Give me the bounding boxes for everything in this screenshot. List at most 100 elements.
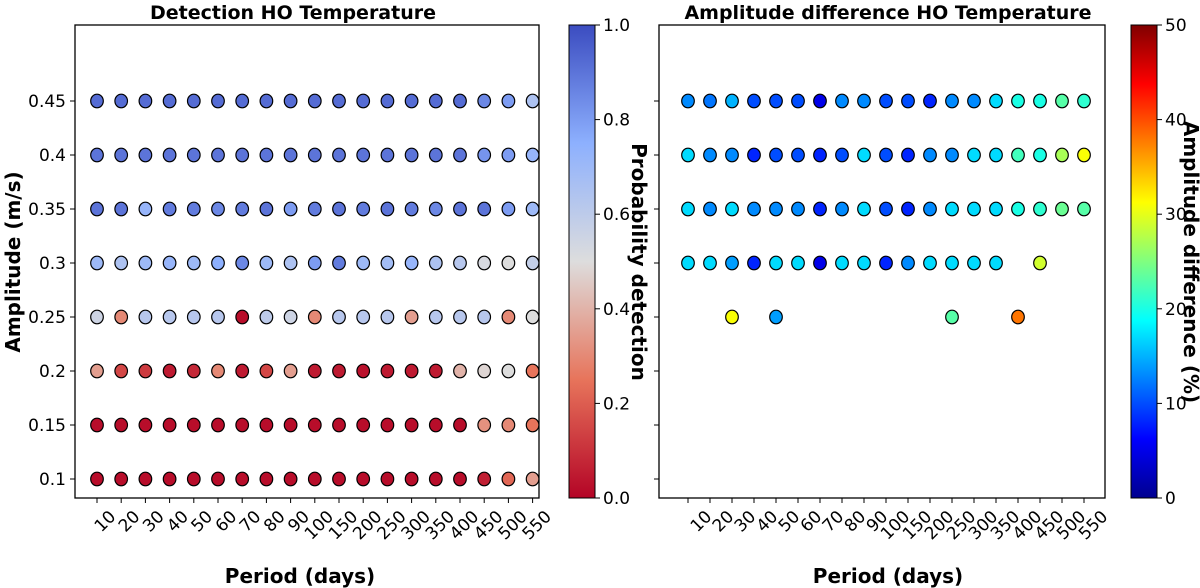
data-point	[989, 255, 1003, 271]
data-point	[356, 363, 371, 379]
data-point	[501, 309, 516, 325]
data-point	[725, 255, 739, 271]
data-point	[1077, 201, 1091, 217]
data-point	[945, 93, 959, 109]
data-point	[923, 201, 937, 217]
data-point	[235, 93, 250, 109]
data-point	[725, 93, 739, 109]
colorbar-tick-label: 0.4	[603, 300, 630, 320]
data-point	[945, 255, 959, 271]
data-point	[1077, 93, 1091, 109]
colorbar-tick-label: 0	[1165, 489, 1176, 509]
data-point	[525, 417, 540, 433]
data-point	[901, 93, 915, 109]
data-point	[283, 147, 298, 163]
data-point	[404, 255, 419, 271]
data-point	[747, 93, 761, 109]
data-point	[307, 147, 322, 163]
data-point	[791, 201, 805, 217]
data-point	[404, 93, 419, 109]
data-point	[211, 309, 225, 325]
data-point	[332, 93, 346, 109]
data-point	[283, 93, 298, 109]
data-point	[332, 255, 346, 271]
data-point	[332, 363, 346, 379]
data-point	[307, 417, 322, 433]
data-point	[857, 201, 871, 217]
data-point	[162, 147, 177, 163]
data-point	[477, 147, 492, 163]
data-point	[967, 93, 981, 109]
data-point	[211, 201, 225, 217]
colorbar-tick-label: 20	[1165, 300, 1187, 320]
data-point	[428, 93, 443, 109]
data-point	[945, 147, 959, 163]
colorbar-tick-label: 0.6	[603, 205, 630, 225]
data-point	[332, 417, 346, 433]
data-point	[114, 201, 129, 217]
colorbar-tick-label: 0.0	[603, 489, 630, 509]
data-point	[307, 255, 322, 271]
data-point	[259, 363, 274, 379]
y-tick-label: 0.25	[28, 308, 66, 328]
data-point	[138, 471, 153, 487]
data-point	[453, 363, 467, 379]
data-point	[501, 471, 516, 487]
data-point	[211, 417, 225, 433]
data-point	[259, 255, 274, 271]
data-point	[453, 417, 467, 433]
data-point	[162, 363, 177, 379]
data-point	[791, 147, 805, 163]
colorbar-tick-label: 10	[1165, 394, 1187, 414]
y-tick-label: 0.35	[28, 200, 66, 220]
data-point	[114, 471, 129, 487]
data-point	[90, 201, 104, 217]
data-point	[332, 309, 346, 325]
data-point	[477, 471, 492, 487]
data-point	[259, 471, 274, 487]
data-point	[703, 255, 717, 271]
data-point	[1011, 147, 1025, 163]
data-point	[791, 93, 805, 109]
y-tick-label: 0.1	[39, 470, 66, 490]
data-point	[404, 147, 419, 163]
data-point	[356, 93, 371, 109]
detection-colorbar-label: Probability detection	[627, 143, 651, 381]
data-point	[404, 471, 419, 487]
data-point	[90, 93, 104, 109]
data-point	[923, 93, 937, 109]
data-point	[989, 93, 1003, 109]
data-point	[525, 363, 540, 379]
data-point	[769, 309, 783, 325]
data-point	[747, 255, 761, 271]
data-point	[1033, 147, 1047, 163]
data-point	[356, 255, 371, 271]
data-point	[725, 147, 739, 163]
data-point	[453, 147, 467, 163]
data-point	[283, 417, 298, 433]
data-point	[703, 93, 717, 109]
data-point	[356, 417, 371, 433]
data-point	[235, 147, 250, 163]
data-point	[186, 201, 201, 217]
colorbar-tick-label: 1.0	[603, 16, 630, 36]
data-point	[428, 147, 443, 163]
data-point	[477, 255, 492, 271]
detection-y-axis-label: Amplitude (m/s)	[1, 171, 25, 352]
data-point	[235, 309, 250, 325]
data-point	[923, 147, 937, 163]
data-point	[879, 255, 893, 271]
amplitude-colorbar	[1130, 24, 1158, 499]
data-point	[211, 147, 225, 163]
data-point	[380, 309, 395, 325]
data-point	[428, 471, 443, 487]
amplitude-panel: Amplitude difference HO Temperature 1020…	[654, 2, 1200, 588]
data-point	[453, 471, 467, 487]
data-point	[90, 417, 104, 433]
amplitude-colorbar-label: Amplitude difference (%)	[1179, 121, 1200, 403]
data-point	[477, 417, 492, 433]
data-point	[138, 147, 153, 163]
data-point	[332, 201, 346, 217]
detection-x-ticks: 1020304050607080901001502002503003504004…	[91, 498, 556, 544]
data-point	[453, 201, 467, 217]
